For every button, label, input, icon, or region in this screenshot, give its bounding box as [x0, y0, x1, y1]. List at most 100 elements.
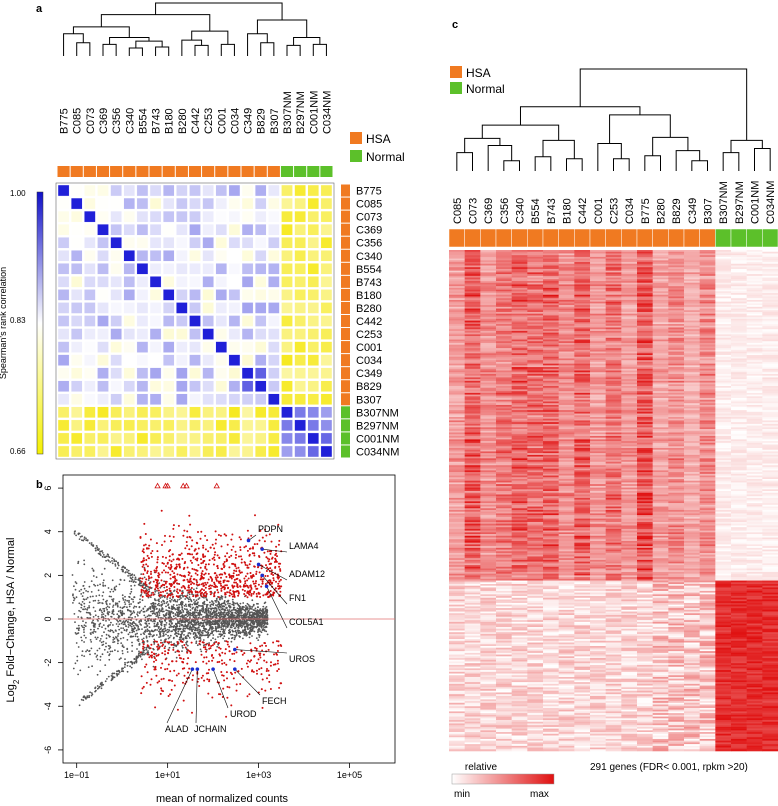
ma-point — [153, 622, 156, 625]
ma-point-significant — [236, 646, 239, 649]
ma-point — [80, 604, 83, 606]
ma-point-significant — [176, 582, 178, 585]
ma-point — [103, 610, 106, 613]
ma-point — [202, 622, 205, 625]
ma-point — [212, 634, 215, 636]
ma-point — [77, 632, 80, 634]
y-tick-label: 0 — [43, 616, 53, 621]
expression-cell — [449, 262, 465, 265]
sample-label: C034 — [229, 108, 241, 134]
correlation-cell — [268, 328, 280, 340]
correlation-cell — [84, 341, 96, 353]
ma-point — [164, 638, 167, 641]
expression-cell — [684, 253, 700, 256]
ma-point — [189, 616, 191, 619]
expression-cell — [496, 280, 512, 284]
ma-point — [77, 616, 80, 618]
ma-point-significant — [225, 640, 228, 643]
ma-point — [113, 676, 116, 679]
ma-point — [143, 614, 146, 617]
ma-point-significant — [183, 562, 186, 565]
group-bar-cell — [110, 166, 123, 177]
expression-cell — [558, 260, 575, 263]
ma-point-significant — [230, 538, 233, 541]
dendrogram-branch — [128, 47, 143, 56]
ma-point — [164, 645, 167, 648]
ma-point-significant — [191, 553, 194, 556]
ma-point — [164, 627, 167, 630]
group-bar-cell — [480, 228, 497, 248]
ma-point — [100, 616, 103, 619]
ma-point-significant — [234, 671, 237, 674]
expression-cell — [480, 260, 497, 263]
ma-points — [71, 482, 283, 718]
correlation-cell — [136, 263, 149, 275]
ma-point — [229, 616, 231, 619]
ma-point — [77, 532, 80, 535]
group-bar-cell — [254, 166, 267, 177]
ma-point-significant — [171, 660, 174, 663]
expression-cell — [699, 272, 716, 275]
ma-point-significant — [223, 679, 226, 682]
ma-point — [266, 633, 269, 636]
ma-point — [91, 631, 94, 634]
ma-point — [85, 650, 87, 653]
correlation-cell — [228, 236, 241, 249]
ma-point-significant — [197, 677, 200, 680]
ma-point — [137, 625, 140, 628]
correlation-cell — [176, 393, 188, 406]
ma-point — [111, 557, 114, 559]
correlation-cell — [268, 432, 280, 445]
ma-point-significant — [202, 593, 205, 596]
ma-point — [102, 613, 105, 615]
ma-point — [94, 636, 97, 639]
ma-point — [179, 619, 182, 622]
expression-cell — [699, 270, 716, 273]
gene-label: COL5A1 — [289, 617, 324, 627]
correlation-cell — [320, 197, 333, 210]
correlation-cell — [57, 250, 70, 262]
ma-point-significant — [167, 571, 170, 574]
ma-point — [185, 641, 188, 644]
ma-point — [222, 620, 224, 622]
ma-point-significant — [156, 681, 159, 684]
correlation-cell — [307, 315, 320, 327]
ma-point-significant — [200, 573, 203, 575]
ma-point — [85, 696, 87, 699]
correlation-cell — [320, 210, 333, 223]
correlation-cell — [202, 276, 214, 288]
ma-point-significant — [258, 539, 261, 542]
ma-point-significant — [240, 555, 242, 558]
expression-cell — [621, 274, 638, 277]
ma-point-significant — [203, 559, 206, 562]
ma-point-significant — [141, 595, 144, 598]
expression-cell — [715, 274, 732, 277]
ma-point — [264, 614, 267, 617]
ma-point-significant — [225, 715, 228, 718]
correlation-cell — [307, 432, 320, 445]
sample-label: C340 — [515, 198, 527, 224]
correlation-cell — [70, 250, 83, 262]
correlation-cell — [123, 354, 136, 366]
ma-point — [119, 579, 122, 581]
ma-point-significant — [141, 577, 144, 580]
expression-cell — [652, 270, 669, 273]
correlation-cell — [241, 354, 254, 366]
ma-point-significant — [148, 582, 151, 584]
ma-point — [141, 628, 143, 630]
ma-point — [100, 684, 103, 687]
ma-point-significant — [205, 656, 208, 659]
ma-point — [137, 583, 140, 586]
dendrogram-branch — [72, 26, 130, 38]
correlation-cell — [57, 328, 70, 340]
ma-point — [161, 628, 164, 631]
correlation-cell — [215, 197, 228, 210]
ma-point-significant — [191, 539, 194, 542]
ma-point — [152, 602, 155, 604]
ma-point — [135, 660, 138, 662]
ma-point — [122, 627, 125, 630]
ma-point — [107, 624, 110, 627]
ma-point-significant — [187, 649, 190, 652]
ma-point-significant — [211, 659, 214, 662]
ma-point — [114, 565, 117, 567]
